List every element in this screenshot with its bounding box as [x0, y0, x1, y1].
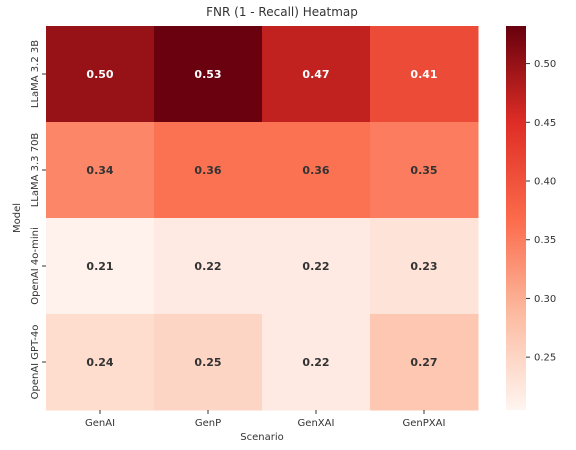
heatmap-cell [370, 314, 479, 411]
x-tick-label: GenXAI [298, 418, 335, 429]
heatmap-cell [262, 122, 371, 219]
cell-value-label: 0.47 [302, 68, 329, 81]
y-tick-label: LLaMA 3.2 3B [30, 40, 41, 108]
cell-value-label: 0.27 [410, 356, 437, 369]
colorbar-tick-label: 0.45 [534, 118, 556, 129]
cell-value-label: 0.34 [86, 164, 113, 177]
colorbar-tick-label: 0.35 [534, 235, 556, 246]
cell-value-label: 0.35 [410, 164, 437, 177]
cell-value-label: 0.36 [194, 164, 221, 177]
cell-value-label: 0.23 [410, 260, 437, 273]
x-axis-ticks: GenAI GenP GenXAI GenPXAI [85, 410, 445, 429]
heatmap-cell [46, 122, 155, 219]
cell-value-label: 0.22 [302, 260, 329, 273]
heatmap-cell [154, 218, 263, 315]
y-axis-ticks: LLaMA 3.2 3B LLaMA 3.3 70B OpenAI 4o-mini O… [30, 40, 46, 400]
colorbar-tick-label: 0.25 [534, 353, 556, 364]
heatmap-cell [370, 218, 479, 315]
colorbar-tick-label: 0.30 [534, 294, 556, 305]
heatmap-cell [262, 26, 371, 123]
heatmap-cells: 0.50 0.53 0.47 0.41 0.34 0.36 0.36 0.35 0.21 0.22… [46, 26, 479, 411]
colorbar-tick-label: 0.50 [534, 59, 556, 70]
cell-value-label: 0.50 [86, 68, 113, 81]
x-tick-label: GenP [195, 418, 221, 429]
heatmap-cell [46, 218, 155, 315]
colorbar-ticks: 0.25 0.30 0.35 0.40 0.45 0.50 [526, 59, 556, 364]
y-tick-label: OpenAI GPT-4o [30, 325, 41, 400]
y-tick-label: OpenAI 4o-mini [30, 227, 41, 305]
x-tick-label: GenAI [85, 418, 115, 429]
x-axis-title: Scenario [240, 432, 283, 443]
heatmap-cell [154, 26, 263, 123]
cell-value-label: 0.41 [410, 68, 437, 81]
heatmap-cell [154, 314, 263, 411]
heatmap-cell [154, 122, 263, 219]
cell-value-label: 0.22 [194, 260, 221, 273]
cell-value-label: 0.25 [194, 356, 221, 369]
heatmap-cell [46, 314, 155, 411]
cell-value-label: 0.22 [302, 356, 329, 369]
x-tick-label: GenPXAI [403, 418, 446, 429]
colorbar [506, 26, 526, 410]
cell-value-label: 0.24 [86, 356, 113, 369]
y-tick-label: LLaMA 3.3 70B [30, 133, 41, 208]
chart-title: FNR (1 - Recall) Heatmap [206, 5, 358, 19]
heatmap-cell [370, 26, 479, 123]
heatmap-cell [46, 26, 155, 123]
heatmap-cell [262, 218, 371, 315]
cell-value-label: 0.21 [86, 260, 113, 273]
colorbar-tick-label: 0.40 [534, 177, 556, 188]
cell-value-label: 0.36 [302, 164, 329, 177]
heatmap-cell [262, 314, 371, 411]
heatmap-cell [370, 122, 479, 219]
y-axis-title: Model [12, 203, 23, 233]
cell-value-label: 0.53 [194, 68, 221, 81]
